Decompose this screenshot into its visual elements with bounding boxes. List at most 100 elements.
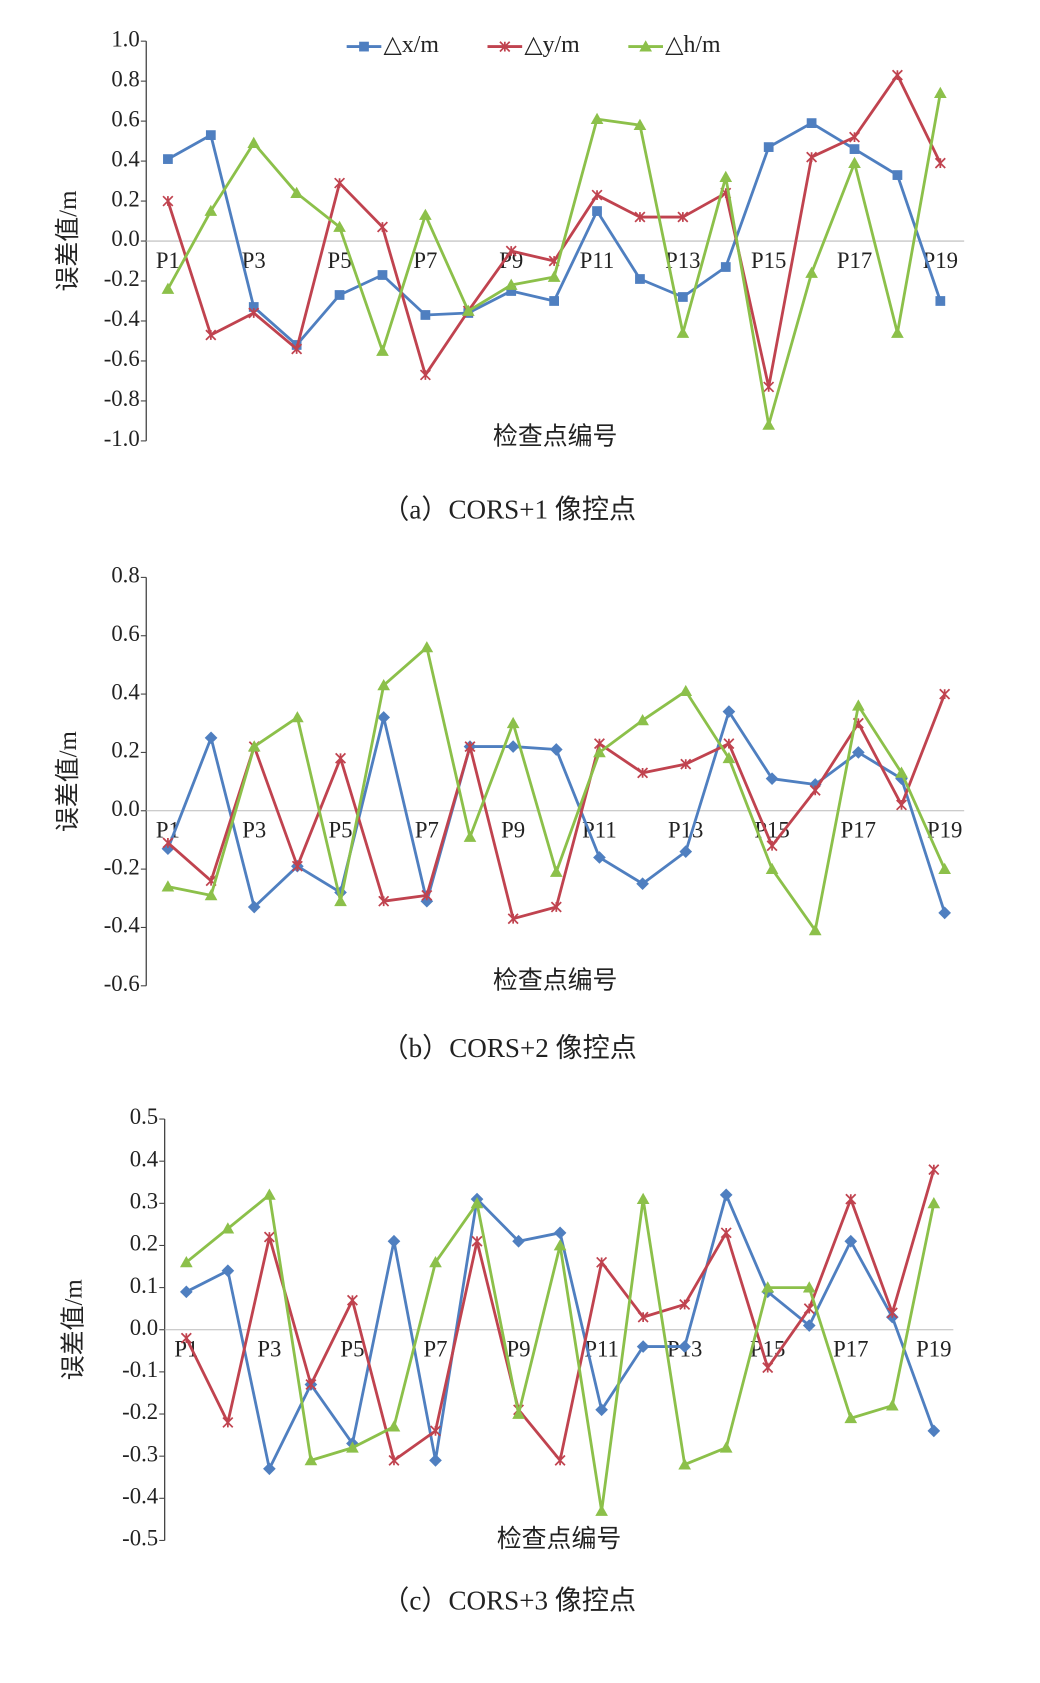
- x-tick-label: P13: [668, 818, 703, 843]
- marker: [346, 1294, 358, 1306]
- x-tick-label: P15: [751, 248, 786, 273]
- marker: [550, 901, 562, 913]
- caption: （b）CORS+2 像控点: [382, 1033, 637, 1063]
- marker: [335, 752, 347, 764]
- marker: [376, 344, 389, 356]
- marker: [765, 772, 779, 786]
- y-tick-label: -0.2: [104, 854, 140, 879]
- marker: [766, 840, 778, 852]
- marker: [761, 1281, 775, 1293]
- marker: [895, 766, 908, 778]
- marker: [304, 1454, 318, 1466]
- marker: [596, 1256, 608, 1268]
- marker: [592, 206, 602, 216]
- marker: [429, 1255, 442, 1268]
- marker: [221, 1222, 235, 1234]
- marker: [676, 326, 690, 338]
- x-tick-label: P3: [242, 248, 266, 273]
- marker: [179, 1285, 193, 1299]
- x-axis-title: 检查点编号: [497, 1525, 622, 1553]
- marker: [505, 245, 517, 257]
- marker: [204, 204, 218, 216]
- x-tick-label: P9: [501, 818, 525, 843]
- marker: [247, 136, 261, 148]
- marker: [291, 860, 303, 872]
- x-tick-label: P7: [413, 248, 437, 273]
- series-line: [185, 1169, 936, 1462]
- x-axis-title: 检查点编号: [493, 422, 618, 450]
- marker: [419, 208, 432, 220]
- x-tick-label: P7: [423, 1337, 447, 1362]
- marker: [470, 1196, 484, 1209]
- marker: [595, 1504, 608, 1516]
- marker: [848, 156, 861, 168]
- marker: [248, 307, 260, 319]
- marker: [204, 731, 218, 745]
- marker: [935, 296, 946, 306]
- marker: [723, 738, 735, 750]
- y-tick-label: -0.2: [104, 266, 140, 291]
- caption: （a）CORS+1 像控点: [382, 495, 636, 525]
- x-tick-label: P3: [242, 818, 266, 843]
- marker: [248, 302, 259, 312]
- marker: [637, 767, 649, 779]
- legend-label: △h/m: [665, 32, 721, 58]
- y-tick-label: 0.8: [111, 66, 139, 91]
- x-tick-label: P5: [340, 1337, 364, 1362]
- marker: [934, 157, 946, 169]
- marker: [806, 151, 818, 163]
- marker: [805, 266, 818, 278]
- marker: [464, 741, 476, 753]
- marker: [334, 290, 345, 300]
- marker: [161, 282, 175, 294]
- marker: [506, 740, 520, 753]
- marker: [891, 326, 904, 338]
- marker: [590, 112, 604, 124]
- y-tick-label: 0.6: [111, 106, 139, 131]
- marker: [346, 1441, 359, 1453]
- marker: [549, 865, 563, 877]
- y-axis-title: 误差值/m: [60, 1279, 88, 1380]
- marker: [844, 1234, 858, 1248]
- x-tick-label: P3: [257, 1337, 281, 1362]
- y-tick-label: -1.0: [104, 426, 140, 451]
- marker: [512, 1234, 525, 1248]
- marker: [162, 837, 174, 849]
- marker: [636, 1340, 650, 1353]
- marker: [802, 1319, 816, 1332]
- marker: [595, 1403, 608, 1417]
- marker: [719, 1188, 733, 1202]
- marker: [634, 211, 646, 223]
- y-tick-label: -0.3: [122, 1441, 158, 1466]
- marker: [939, 688, 951, 700]
- marker: [719, 170, 733, 182]
- marker: [845, 1193, 857, 1205]
- marker: [549, 743, 563, 756]
- marker: [844, 1411, 858, 1424]
- x-axis-title: 检查点编号: [493, 966, 618, 994]
- marker: [263, 1462, 276, 1476]
- x-tick-label: P17: [837, 248, 872, 273]
- marker: [333, 220, 346, 232]
- marker: [927, 1196, 941, 1209]
- marker: [803, 1303, 815, 1315]
- marker: [636, 1192, 650, 1204]
- marker: [499, 41, 511, 53]
- marker: [886, 1307, 898, 1319]
- y-tick-label: 0.5: [130, 1104, 158, 1129]
- marker: [849, 131, 860, 143]
- marker: [633, 118, 647, 130]
- marker: [430, 1425, 441, 1437]
- marker: [678, 1340, 692, 1353]
- marker: [635, 274, 645, 284]
- marker: [679, 684, 693, 697]
- marker: [161, 842, 175, 856]
- marker: [305, 1379, 317, 1391]
- y-tick-label: -0.2: [122, 1399, 158, 1424]
- marker: [808, 924, 822, 936]
- y-tick-label: 0.2: [111, 186, 139, 211]
- marker: [637, 1311, 649, 1323]
- y-tick-label: -0.1: [122, 1357, 158, 1382]
- x-tick-label: P1: [156, 248, 180, 273]
